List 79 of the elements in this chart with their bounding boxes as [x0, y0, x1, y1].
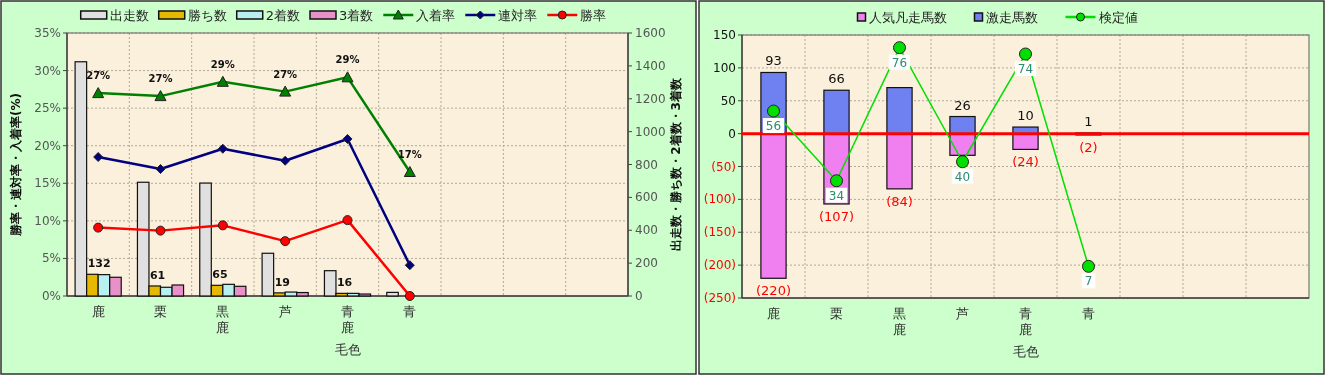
x-tick-label: 青 [1082, 306, 1095, 321]
y2-tick-label: 1000 [635, 124, 666, 139]
data-label: 27% [148, 73, 173, 85]
y-tick-label: 35% [34, 26, 61, 40]
data-label: 29% [335, 54, 360, 66]
data-label: 16 [336, 276, 353, 290]
legend-label: 出走数 [109, 8, 149, 23]
legend-label: 検定値 [1098, 10, 1138, 25]
x-tick-label: 鹿 [91, 304, 105, 319]
x-axis-title: 毛色 [1012, 344, 1039, 359]
x-tick-label: 芦 [278, 304, 292, 319]
y-tick-label: (50) [711, 159, 736, 174]
y2-tick-label: 0 [635, 289, 643, 303]
y-tick-label: (100) [703, 192, 736, 207]
legend-label: 激走馬数 [985, 10, 1038, 25]
y-tick-label: 150 [713, 28, 736, 42]
y2-tick-label: 400 [635, 223, 658, 238]
data-label: (2) [1079, 139, 1098, 155]
y-tick-label: 5% [41, 251, 61, 266]
y-tick-label: 10% [34, 213, 61, 228]
data-label: 65 [212, 268, 228, 282]
y-tick-label: 15% [34, 176, 61, 191]
y-axis-title: 勝率・連対率・入着率(%) [9, 93, 23, 237]
data-label: 132 [87, 257, 111, 271]
x-tick-label: 黒鹿 [893, 306, 906, 337]
data-label: 10 [1017, 108, 1034, 124]
y-tick-label: 100 [713, 60, 736, 75]
data-label: 93 [765, 53, 782, 69]
data-label: 56 [765, 119, 782, 134]
y2-axis-title: 出走数・勝ち数・2着数・3着数 [669, 77, 683, 251]
y-tick-label: (250) [703, 291, 736, 305]
legend-label: 連対率 [498, 8, 538, 23]
x-tick-label: 芦 [956, 306, 969, 321]
y2-tick-label: 1600 [635, 26, 666, 40]
y-tick-label: 0% [41, 289, 61, 303]
data-label: 40 [954, 169, 971, 184]
legend-label: 勝ち数 [187, 8, 227, 23]
x-tick-label: 青鹿 [341, 304, 354, 335]
data-label: (220) [756, 283, 791, 299]
legend-label: 3着数 [339, 8, 374, 23]
y-tick-label: 0 [728, 126, 736, 141]
data-label: 61 [149, 268, 166, 282]
data-label: 7 [1084, 274, 1093, 289]
legend-label: 2着数 [265, 8, 300, 23]
data-label: (84) [886, 193, 913, 209]
y-tick-label: 50 [720, 93, 736, 108]
y2-tick-label: 1400 [635, 58, 666, 73]
data-label: 76 [891, 55, 908, 70]
x-tick-label: 鹿 [767, 306, 780, 321]
x-axis-title: 毛色 [334, 342, 361, 357]
data-label: 27% [86, 70, 111, 82]
data-label: 27% [273, 68, 298, 80]
y2-tick-label: 600 [635, 190, 658, 205]
legend-label: 勝率 [580, 8, 607, 23]
y-tick-label: 30% [34, 63, 61, 78]
legend-label: 人気凡走馬数 [868, 10, 947, 25]
data-label: 1 [1084, 113, 1093, 129]
y2-tick-label: 200 [635, 256, 658, 271]
x-tick-label: 栗 [154, 304, 167, 319]
y-tick-label: (150) [703, 225, 736, 240]
y-tick-label: 25% [34, 101, 61, 116]
data-label: (24) [1012, 154, 1039, 170]
data-label: 34 [828, 188, 845, 203]
legend-label: 入着率 [416, 8, 456, 23]
y-tick-label: 20% [34, 138, 61, 153]
y2-tick-label: 800 [635, 157, 658, 172]
data-label: 66 [828, 71, 845, 87]
x-tick-label: 青 [403, 304, 417, 319]
data-label: 26 [954, 97, 971, 113]
data-label: 29% [210, 58, 235, 70]
x-tick-label: 黒鹿 [216, 304, 230, 335]
y-tick-label: (200) [703, 258, 736, 273]
y2-tick-label: 1200 [635, 91, 666, 106]
data-label: (107) [819, 208, 854, 224]
data-label: 19 [274, 275, 290, 289]
x-tick-label: 青鹿 [1019, 306, 1032, 337]
data-label: 74 [1017, 62, 1034, 77]
x-tick-label: 栗 [830, 306, 843, 321]
data-label: 17% [397, 149, 422, 161]
